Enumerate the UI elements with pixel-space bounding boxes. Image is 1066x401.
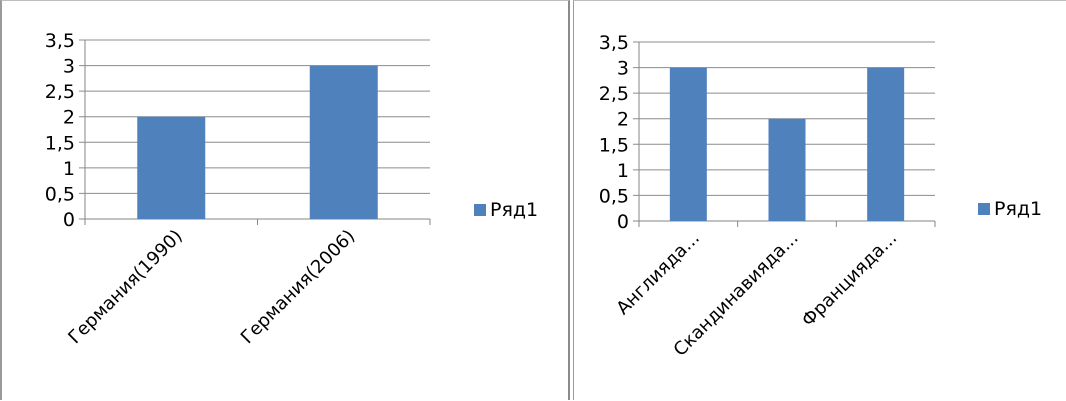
y-tick-label: 0 xyxy=(617,211,629,233)
x-category-label: Францияда... xyxy=(798,228,901,331)
y-tick-label: 0,5 xyxy=(599,185,629,207)
y-tick-label: 3 xyxy=(617,58,629,80)
bar xyxy=(867,67,905,221)
y-tick-label: 0,5 xyxy=(45,183,75,205)
y-tick-label: 1 xyxy=(617,160,629,182)
y-tick-label: 0 xyxy=(63,209,75,231)
y-tick-label: 2,5 xyxy=(45,81,75,103)
bar xyxy=(669,67,707,221)
legend-label: Ряд1 xyxy=(994,198,1042,220)
y-tick-label: 1 xyxy=(63,158,75,180)
x-category-label: Германия(1990) xyxy=(64,226,187,349)
legend-label: Ряд1 xyxy=(490,199,538,221)
legend-swatch xyxy=(474,204,486,216)
bar xyxy=(137,116,206,219)
x-category-label: Англияда... xyxy=(612,228,703,319)
chart-panel-right: 0 0,5 1 1,5 2 2,5 3 3,5 Англияда... Скандинавияда… xyxy=(573,0,1066,400)
bar xyxy=(309,65,378,219)
legend-swatch xyxy=(978,203,990,215)
y-tick-label: 2 xyxy=(617,109,629,131)
y-tick-label: 3 xyxy=(63,56,75,78)
y-tick-label: 1,5 xyxy=(45,132,75,154)
y-tick-label: 1,5 xyxy=(599,134,629,156)
chart-right: 00,511,522,533,5Англияда...Скандинавияда… xyxy=(599,32,1042,361)
y-tick-label: 2 xyxy=(63,107,75,129)
y-tick-label: 3,5 xyxy=(599,32,629,54)
chart-panel-left: 0 0,5 1 1,5 2 2,5 3 3,5 Германия(1990) Германия(2… xyxy=(0,0,570,400)
y-tick-label: 2,5 xyxy=(599,83,629,105)
y-tick-label: 3,5 xyxy=(45,30,75,52)
bar xyxy=(768,118,806,221)
x-category-label: Германия(2006) xyxy=(237,226,360,349)
chart-left: 0 0,5 1 1,5 2 2,5 3 3,5 Германия(1990) Германия(2… xyxy=(45,30,538,349)
